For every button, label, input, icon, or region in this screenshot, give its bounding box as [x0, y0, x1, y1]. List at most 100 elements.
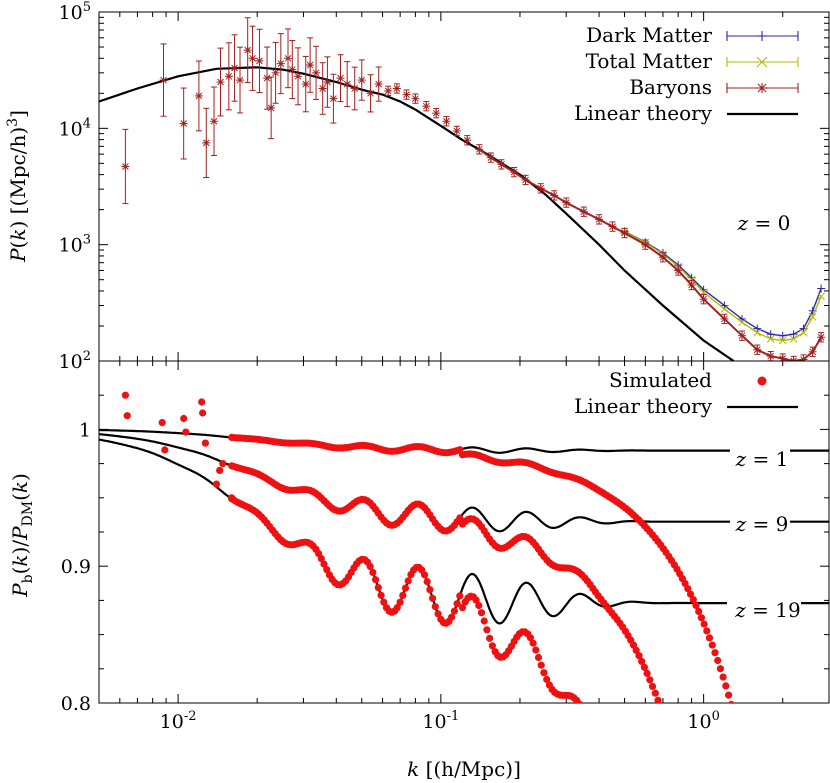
dark-matter-segment: [724, 304, 743, 320]
simulated-point: [404, 577, 412, 585]
marker-stroke: [195, 92, 203, 100]
x-tick-label: 10-2: [160, 709, 197, 733]
simulated-point: [369, 568, 377, 577]
x-tick-label: 100: [687, 709, 719, 733]
baryons-point: [288, 40, 297, 100]
dark-matter-segment: [677, 264, 693, 279]
simulated-point: [722, 682, 730, 690]
simulated-point: [537, 661, 545, 669]
simulated-point: [575, 700, 583, 703]
legend-item-linear-theory-top: Linear theory: [574, 101, 798, 125]
simulated-point: [320, 560, 328, 568]
top-panel-ticks: 102 103 104 105: [59, 0, 830, 373]
baryons-point: [202, 107, 211, 178]
marker-stroke: [180, 120, 188, 127]
simulated-point: [643, 669, 651, 678]
top-panel-frame: [98, 11, 830, 362]
marker-stroke: [249, 54, 256, 62]
legend-label-linear-theory-bottom: Linear theory: [574, 394, 713, 418]
y-tick-label: 0.8: [61, 693, 91, 715]
simulated-point: [692, 601, 700, 610]
baryons-point: [442, 116, 451, 127]
baryons-point: [432, 108, 441, 119]
baryons-point: [306, 37, 315, 93]
simulated-point: [453, 600, 461, 608]
simulated-point: [532, 646, 540, 654]
dark-matter-segment: [741, 318, 758, 330]
marker-stroke: [367, 89, 374, 97]
bottom-panel-plot-area: [99, 391, 829, 711]
baryons-point: [336, 54, 345, 103]
baryons-point: [255, 28, 264, 94]
total-matter-point: [817, 292, 825, 301]
simulated-point: [477, 609, 486, 617]
baryons-point: [301, 55, 310, 113]
top-panel-plot-area: [99, 17, 826, 361]
simulated-point: [725, 691, 733, 699]
legend-label-total-matter: Total Matter: [586, 49, 713, 73]
marker-stroke: [294, 72, 302, 80]
simulated-point: [488, 642, 496, 650]
simulated-point: [708, 641, 716, 649]
simulated-point: [458, 604, 467, 612]
simulated-point: [480, 617, 488, 625]
simulated-point: [472, 596, 480, 604]
simulated-point: [705, 634, 714, 642]
baryons-segment: [802, 351, 814, 361]
svg-text:z = 19: z = 19: [734, 598, 800, 622]
baryons-segment: [702, 298, 726, 320]
legend-label-simulated: Simulated: [609, 368, 712, 392]
marker-stroke: [277, 60, 285, 67]
baryons-point: [294, 47, 303, 106]
baryons-point: [343, 61, 352, 108]
simulated-point: [180, 414, 188, 423]
marker-stroke: [384, 87, 392, 95]
baryons-segment: [690, 284, 705, 300]
simulated-point: [716, 665, 725, 673]
baryons-point: [179, 87, 188, 160]
marker-stroke: [272, 69, 279, 77]
simulated-point: [396, 598, 404, 606]
annotation-z9: z = 9: [730, 512, 790, 538]
bottom-ylabel: Pb(k)/PDM(k): [8, 473, 36, 598]
simulated-point: [632, 646, 640, 654]
marker-stroke: [375, 80, 383, 88]
simulated-point: [199, 409, 207, 417]
baryons-point: [210, 86, 219, 157]
baryons-point: [422, 101, 431, 112]
baryons-point: [121, 128, 130, 205]
baryons-point: [463, 135, 472, 146]
simulated-point: [648, 682, 657, 691]
marker-stroke: [443, 117, 450, 125]
simulated-point: [380, 598, 388, 606]
legend-item-dark-matter: Dark Matter: [586, 23, 799, 47]
simulated-point: [711, 649, 719, 657]
bottom-panel: 10-2 10-1 100 0.8 0.9 1 Pb(k)/PDM(k) k [(h/Mp…: [8, 360, 830, 781]
marker-stroke: [817, 292, 825, 301]
baryons-point: [329, 73, 338, 124]
simulated-point: [456, 592, 464, 600]
baryons-point: [276, 33, 285, 95]
baryons-segment: [612, 225, 625, 234]
simulated-point: [657, 704, 664, 711]
baryons-point: [323, 56, 332, 108]
simulated-point: [686, 590, 695, 598]
simulated-point: [486, 634, 494, 642]
marker-stroke: [453, 127, 461, 135]
simulated-point: [456, 514, 464, 522]
dark-matter-segment: [756, 327, 771, 335]
simulated-point: [638, 657, 646, 666]
top-panel: 102 103 104 105 P(k) [(Mpc/h)3] z = 0 Dark …: [5, 0, 830, 373]
simulated-point: [719, 673, 727, 681]
baryons-segment: [644, 243, 664, 259]
simulated-point: [201, 439, 209, 447]
legend-item-simulated: Simulated: [609, 368, 767, 392]
marker-stroke: [210, 117, 218, 125]
simulated-point: [651, 689, 659, 697]
marker-stroke: [330, 95, 337, 102]
svg-text:z = 1: z = 1: [735, 447, 789, 471]
series-linear-theory-top: [99, 66, 735, 361]
top-ylabel: P(k) [(Mpc/h)3]: [5, 110, 30, 263]
